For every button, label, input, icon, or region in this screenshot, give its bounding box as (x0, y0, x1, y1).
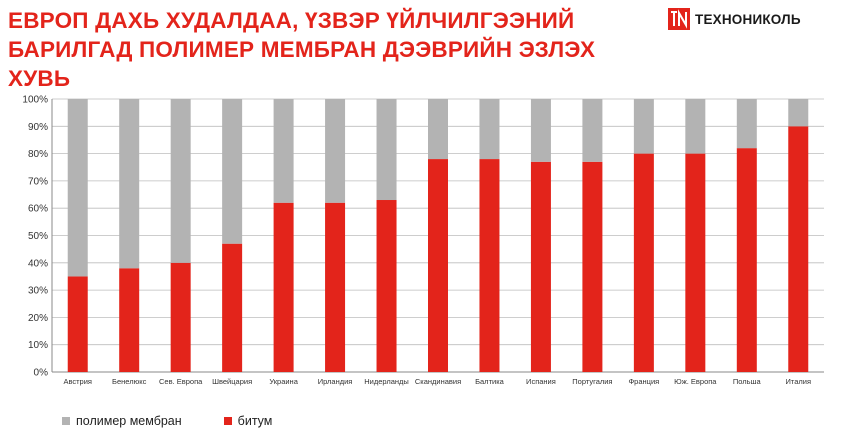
brand-name: ТЕХНОНИКОЛЬ (695, 11, 801, 27)
bar-polymer (119, 99, 140, 269)
bar-polymer (479, 99, 500, 160)
bar-bitumen (428, 159, 448, 372)
x-tick-label: Испания (526, 377, 556, 386)
x-tick-label: Польша (733, 377, 762, 386)
bar-polymer (428, 99, 448, 160)
legend-label-polymer: полимер мембран (76, 414, 182, 428)
bar-bitumen (325, 202, 346, 372)
x-tick-label: Сев. Европа (159, 377, 203, 386)
tn-logo-icon (668, 8, 690, 30)
x-tick-label: Юж. Европа (674, 377, 717, 386)
bar-bitumen (582, 161, 603, 372)
bar-bitumen (67, 276, 88, 372)
x-tick-label: Украина (269, 377, 298, 386)
bar-bitumen (530, 161, 551, 372)
bar-polymer (633, 99, 654, 154)
bar-bitumen (479, 159, 500, 372)
y-tick-label: 0% (34, 368, 49, 379)
x-tick-label: Балтика (475, 377, 505, 386)
bar-polymer (67, 99, 88, 277)
x-tick-label: Бенелюкс (112, 377, 147, 386)
legend-label-bitumen: битум (237, 414, 273, 428)
bar-polymer (530, 99, 551, 162)
bar-polymer (736, 99, 757, 149)
y-tick-label: 80% (28, 149, 48, 160)
bar-bitumen (685, 153, 706, 372)
y-tick-label: 90% (28, 122, 48, 133)
brand-logo: ТЕХНОНИКОЛЬ (668, 8, 801, 30)
x-tick-label: Италия (785, 377, 811, 386)
legend-item-bitumen: битум (223, 414, 273, 428)
bar-polymer (325, 99, 346, 203)
bar-polymer (685, 99, 706, 154)
bar-bitumen (736, 148, 757, 372)
legend-item-polymer: полимер мембран (62, 414, 182, 428)
bar-bitumen (273, 202, 294, 372)
x-tick-label: Швейцария (212, 377, 252, 386)
x-tick-label: Австрия (63, 377, 92, 386)
x-tick-label: Ирландия (318, 377, 353, 386)
bar-polymer (788, 99, 809, 127)
bar-polymer (582, 99, 603, 162)
legend-swatch-bitumen (223, 417, 232, 425)
y-tick-label: 30% (28, 286, 48, 297)
y-tick-label: 40% (28, 258, 48, 269)
bar-bitumen (788, 126, 809, 372)
bar-polymer (222, 99, 243, 244)
y-tick-label: 100% (22, 95, 48, 106)
y-tick-label: 60% (28, 204, 48, 215)
legend-swatch-polymer (62, 417, 70, 425)
bar-bitumen (170, 262, 191, 372)
bar-bitumen (119, 268, 140, 372)
y-tick-label: 70% (28, 176, 48, 187)
bar-polymer (170, 99, 191, 263)
y-tick-label: 50% (28, 231, 48, 242)
x-tick-label: Франция (628, 377, 659, 386)
chart-legend: полимер мембран битум (62, 414, 272, 428)
x-tick-label: Скандинавия (415, 377, 461, 386)
stacked-bar-chart: 0% 10% 20% 30% 40% 50% 60% 70% 80% 90% 100% Австрия… (22, 95, 824, 386)
bar-bitumen (376, 200, 397, 372)
bar-polymer (376, 99, 397, 201)
x-tick-label: Португалия (572, 377, 612, 386)
page-title: ЕВРОП ДАХЬ ХУДАЛДАА, ҮЗВЭР ҮЙЛЧИЛГЭЭНИЙ … (8, 8, 596, 91)
bar-bitumen (633, 153, 654, 372)
x-tick-label: Нидерланды (364, 377, 409, 386)
y-tick-label: 20% (28, 313, 48, 324)
bar-bitumen (222, 243, 243, 372)
y-tick-label: 10% (28, 340, 48, 351)
bar-polymer (273, 99, 294, 203)
